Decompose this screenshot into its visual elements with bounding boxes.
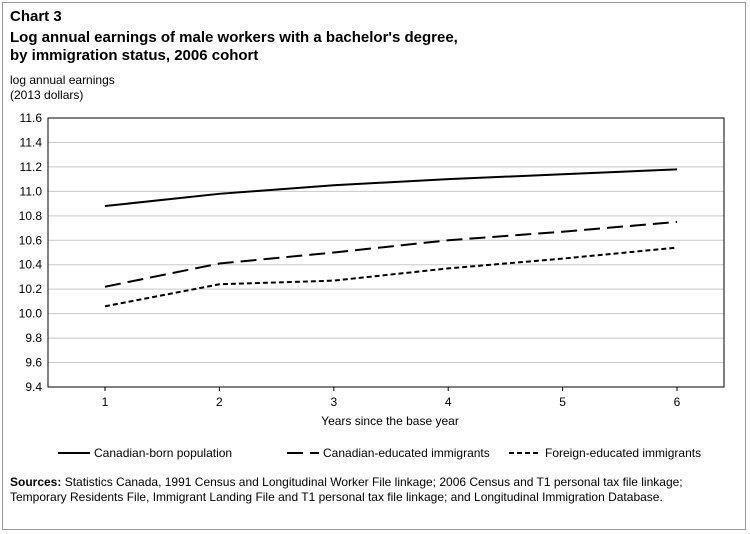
y-tick-label: 9.8 <box>25 331 42 345</box>
chart-title-line-1: Log annual earnings of male workers with… <box>10 29 458 46</box>
y-tick-label: 11.0 <box>20 184 43 198</box>
x-tick-label: 4 <box>445 395 452 409</box>
x-axis-label: Years since the base year <box>0 414 750 428</box>
y-tick-label: 11.4 <box>20 135 43 149</box>
legend-label-3: Foreign-educated immigrants <box>545 446 701 460</box>
chart-title-line-2: by immigration status, 2006 cohort <box>10 47 259 64</box>
x-axis-label-text: Years since the base year <box>321 414 459 428</box>
y-axis-label: log annual earnings (2013 dollars) <box>10 73 115 103</box>
y-tick-label: 10.2 <box>19 282 43 296</box>
x-tick-label: 5 <box>559 395 566 409</box>
series-line-2 <box>104 220 678 288</box>
legend-label-1: Canadian-born population <box>94 446 232 460</box>
sources-text: Statistics Canada, 1991 Census and Longi… <box>10 475 683 504</box>
y-axis-label-line-1: log annual earnings <box>10 73 115 87</box>
plot-area-border <box>47 117 725 388</box>
x-tick-label: 6 <box>674 395 681 409</box>
series-line-3 <box>104 246 678 308</box>
legend-label-2: Canadian-educated immigrants <box>323 446 490 460</box>
y-tick-label: 9.6 <box>25 356 42 370</box>
y-tick-label: 10.0 <box>19 307 43 321</box>
y-tick-label: 10.6 <box>19 233 43 247</box>
y-tick-label: 11.2 <box>20 160 43 174</box>
y-tick-label: 10.8 <box>19 209 43 223</box>
sources-note: Sources: Statistics Canada, 1991 Census … <box>10 475 735 505</box>
chart-number: Chart 3 <box>10 8 62 25</box>
y-tick-label: 10.4 <box>19 258 43 272</box>
x-tick-label: 1 <box>102 395 109 409</box>
chart-title: Log annual earnings of male workers with… <box>10 29 710 65</box>
y-axis-label-line-2: (2013 dollars) <box>10 88 84 102</box>
y-tick-label: 9.4 <box>25 380 42 394</box>
x-tick-label: 2 <box>216 395 223 409</box>
x-tick-label: 3 <box>330 395 337 409</box>
y-tick-label: 11.6 <box>20 111 43 125</box>
sources-label: Sources: <box>10 475 62 489</box>
series-line-1 <box>104 168 678 208</box>
